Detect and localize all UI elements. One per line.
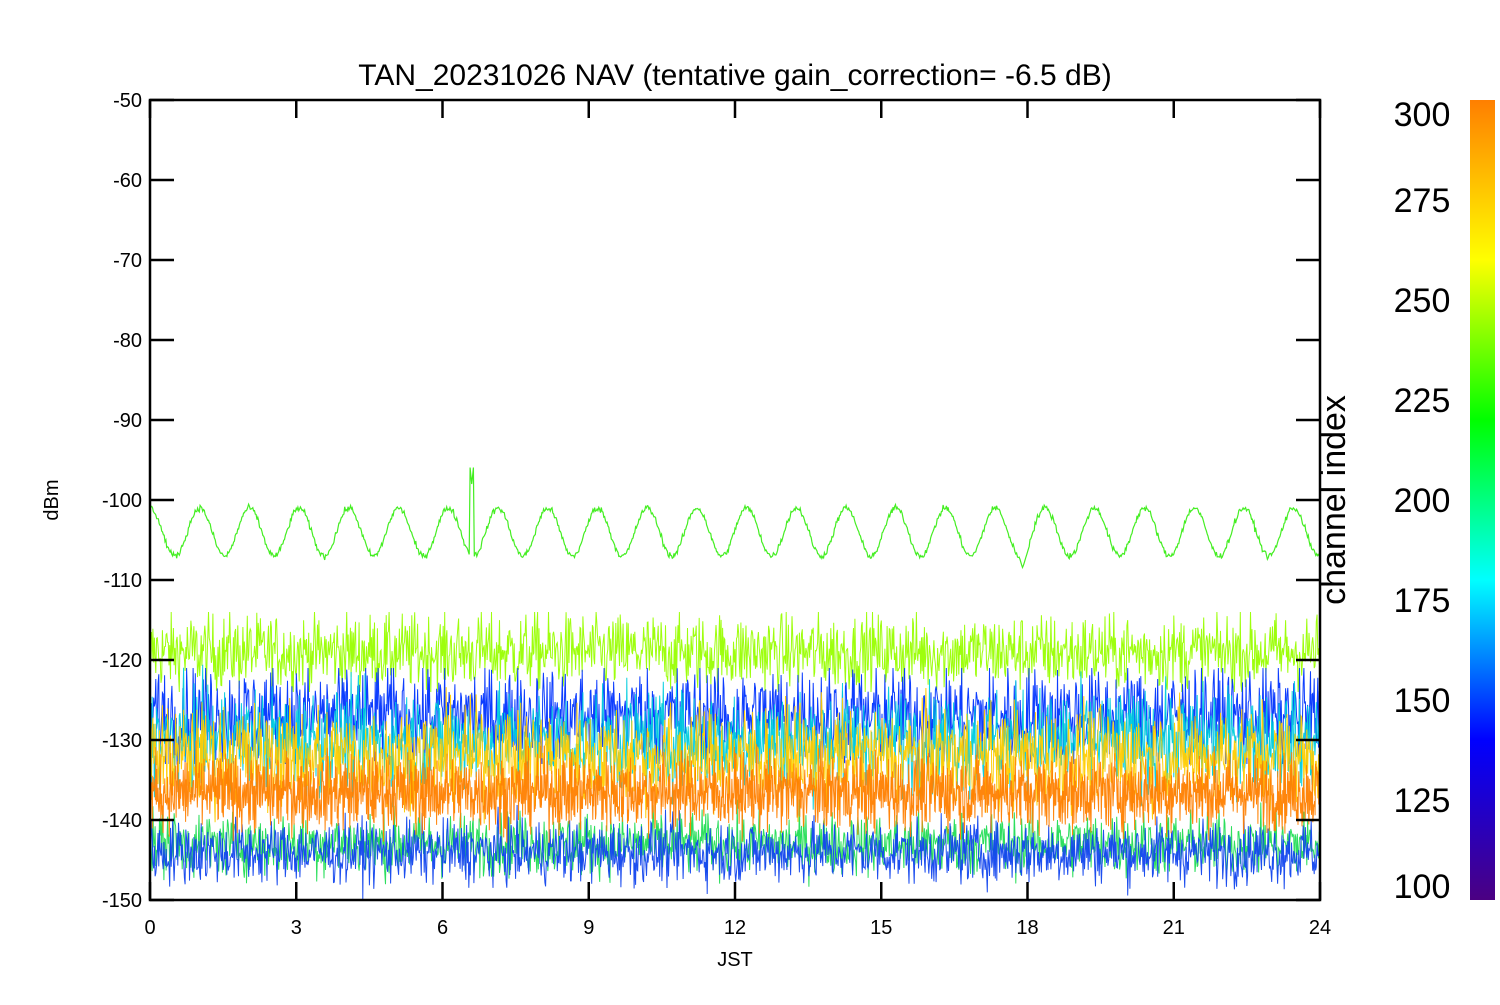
colorbar-ticks: 100 125 150 175 200 225 250 275 300 [1394,96,1451,906]
colorbar-tick-label: 300 [1394,96,1451,134]
y-tick-label: -140 [102,810,142,832]
colorbar-tick-label: 125 [1394,782,1451,820]
x-tick-label: 12 [724,917,746,939]
y-tick-label: -120 [102,650,142,672]
x-tick-label: 21 [1163,917,1185,939]
series-layer [150,467,1320,900]
y-tick-label: -60 [113,170,142,192]
chart-title: TAN_20231026 NAV (tentative gain_correct… [358,59,1112,92]
x-tick-label: 9 [583,917,594,939]
x-tick-label: 0 [144,917,155,939]
y-tick-label: -80 [113,330,142,352]
colorbar-tick-label: 250 [1394,282,1451,320]
colorbar-tick-label: 175 [1394,582,1451,620]
y-tick-label: -110 [103,570,142,592]
series-band-145 [150,804,1320,900]
y-tick-label: -100 [102,490,142,512]
colorbar-tick-label: 200 [1394,482,1451,520]
y-axis-label: dBm [41,479,63,520]
y-tick-label: -130 [102,730,142,752]
y-tick-label: -50 [113,90,142,112]
series-line-240 [150,467,1320,570]
colorbar-tick-label: 225 [1394,382,1451,420]
series-band-255 [150,611,1320,693]
x-tick-label: 6 [437,917,448,939]
colorbar-tick-label: 100 [1394,868,1451,906]
ticks-layer: 0 3 6 9 12 15 18 21 24 -50 -60 -70 -80 -90 -100 -110 -12… [102,90,1331,939]
colorbar-label: channel index [1315,395,1353,605]
y-tick-label: -70 [113,250,142,272]
x-tick-label: 18 [1016,917,1038,939]
series-band-300 [150,740,1320,843]
x-tick-label: 3 [291,917,302,939]
colorbar [1470,100,1495,900]
y-tick-label: -150 [102,890,142,912]
x-tick-label: 24 [1309,917,1331,939]
y-tick-label: -90 [113,410,142,432]
x-axis-label: JST [717,949,753,971]
colorbar-tick-label: 275 [1394,182,1451,220]
colorbar-tick-label: 150 [1394,682,1451,720]
x-tick-label: 15 [870,917,892,939]
